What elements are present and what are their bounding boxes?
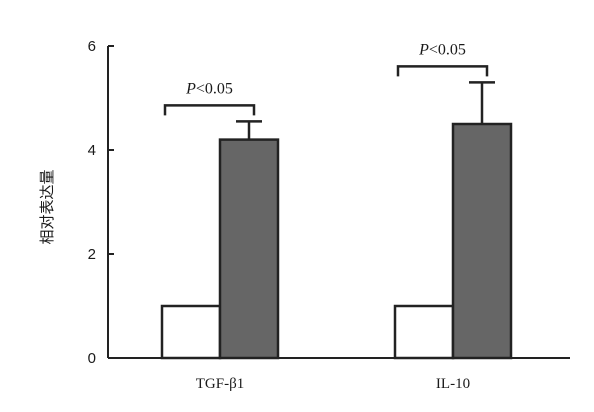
bar bbox=[451, 122, 513, 360]
x-axis: TGF-β1 IL-10 bbox=[108, 357, 570, 392]
bar bbox=[160, 304, 222, 360]
p-symbol: P bbox=[418, 41, 429, 58]
significance-bracket bbox=[163, 104, 256, 116]
bar bbox=[393, 304, 455, 360]
x-tick-label: TGF-β1 bbox=[196, 376, 244, 392]
y-tick-label: 6 bbox=[88, 38, 96, 55]
significance-annotations: P<0.05P<0.05 bbox=[163, 41, 489, 116]
significance-label: P<0.05 bbox=[418, 41, 466, 58]
significance-label: P<0.05 bbox=[185, 80, 233, 97]
significance-bracket bbox=[396, 65, 489, 77]
y-tick-label: 4 bbox=[88, 142, 96, 159]
y-tick-label: 0 bbox=[88, 350, 96, 367]
y-tick-label: 2 bbox=[88, 246, 96, 263]
p-symbol: P bbox=[185, 80, 196, 97]
y-axis-label: 相对表达量 bbox=[38, 169, 56, 244]
p-threshold: <0.05 bbox=[196, 80, 233, 97]
x-tick-label: IL-10 bbox=[436, 376, 470, 392]
bar bbox=[218, 138, 280, 360]
y-axis: 0 2 4 6 bbox=[88, 38, 114, 367]
bars bbox=[160, 81, 513, 360]
p-threshold: <0.05 bbox=[429, 41, 466, 58]
